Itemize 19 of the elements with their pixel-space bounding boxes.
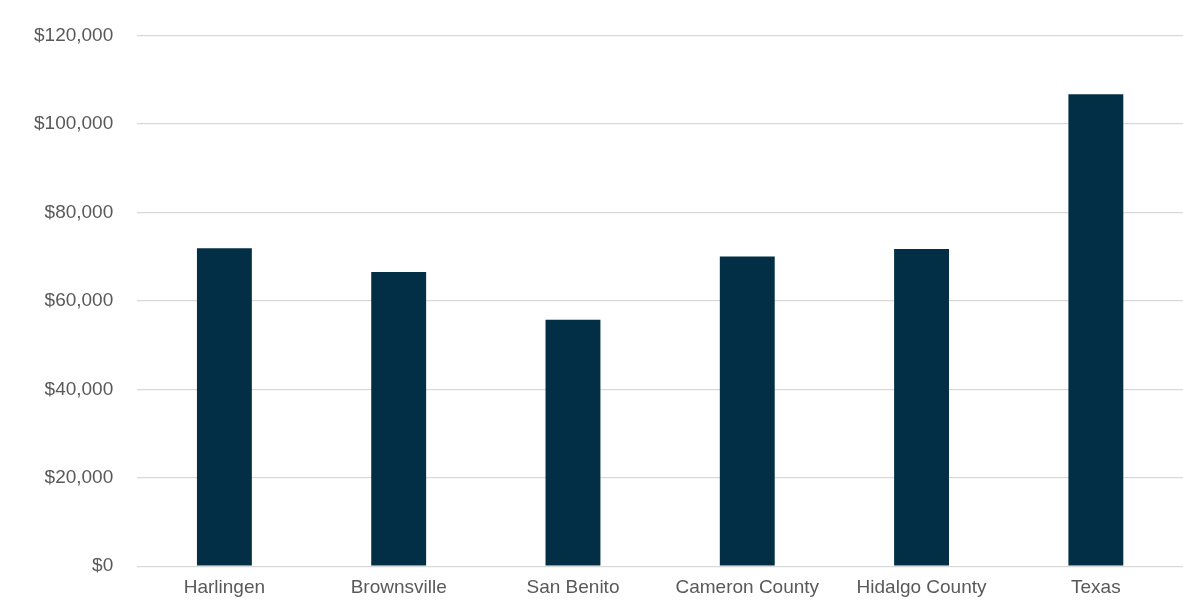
y-tick-label: $0 (92, 554, 114, 576)
bar (894, 249, 950, 566)
x-tick-label: Hidalgo County (856, 575, 988, 597)
y-tick-label: $80,000 (44, 200, 114, 222)
y-tick-label: $100,000 (34, 112, 114, 134)
bar (371, 272, 427, 566)
bar (1068, 94, 1124, 566)
y-tick-label: $60,000 (44, 289, 114, 311)
bar (196, 248, 252, 566)
x-tick-label: Cameron County (675, 575, 820, 597)
bar (719, 256, 775, 566)
x-tick-label: Brownsville (350, 575, 447, 597)
x-tick-label: Harlingen (183, 575, 266, 597)
y-tick-label: $120,000 (34, 23, 114, 45)
bar (545, 319, 601, 566)
x-tick-label: Texas (1071, 575, 1121, 597)
x-tick-label: San Benito (526, 575, 620, 597)
y-tick-label: $40,000 (44, 377, 114, 399)
y-tick-label: $20,000 (44, 465, 114, 487)
